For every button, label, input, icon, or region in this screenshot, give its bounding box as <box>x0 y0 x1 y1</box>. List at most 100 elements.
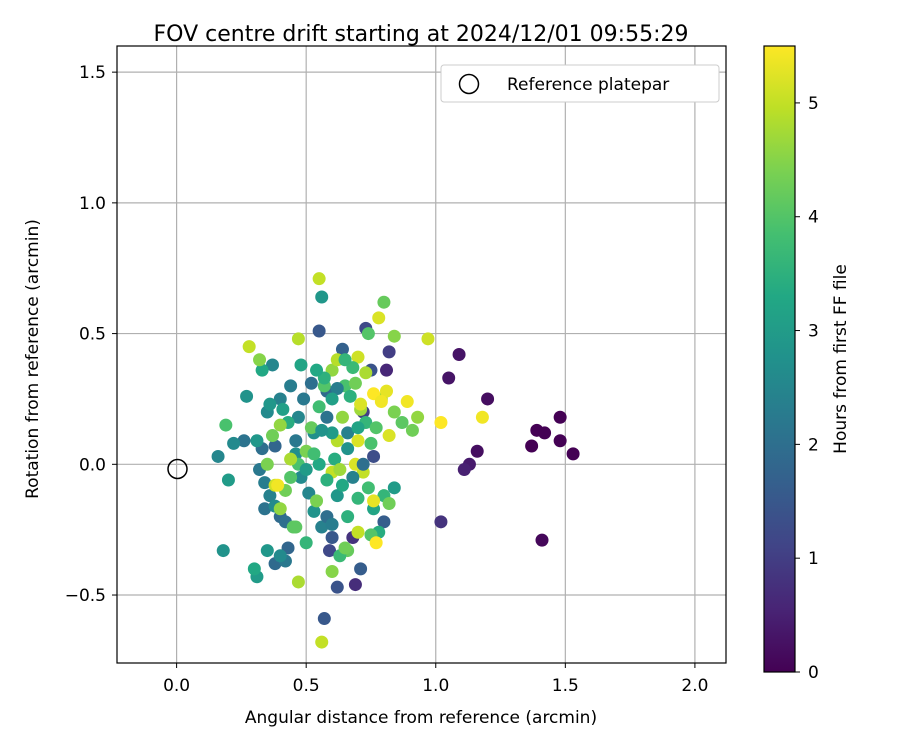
data-point <box>346 470 360 484</box>
chart-title: FOV centre drift starting at 2024/12/01 … <box>154 22 689 47</box>
data-point <box>310 363 324 377</box>
data-point <box>320 410 334 424</box>
data-point <box>341 426 355 440</box>
data-point <box>387 329 401 343</box>
colorbar: 0 1 2 3 4 5 Hours from first FF file <box>763 45 851 683</box>
data-point <box>315 423 329 437</box>
data-point <box>354 562 368 576</box>
data-point <box>361 327 375 341</box>
y-axis-label: Rotation from reference (arcmin) <box>23 219 43 499</box>
legend-label: Reference platepar <box>507 75 669 95</box>
data-point <box>307 504 321 518</box>
data-point <box>211 449 225 463</box>
data-point <box>291 410 305 424</box>
data-point <box>315 520 329 534</box>
data-point <box>299 536 313 550</box>
colorbar-tick-label: 4 <box>808 208 819 228</box>
data-point <box>553 410 567 424</box>
y-axis-ticks: −0.5 0.0 0.5 1.0 1.5 <box>65 63 117 606</box>
data-point <box>382 497 396 511</box>
data-point <box>351 525 365 539</box>
data-point <box>481 392 495 406</box>
x-tick-label: 1.5 <box>552 676 579 696</box>
data-point <box>323 544 337 558</box>
data-point <box>273 502 287 516</box>
data-point <box>421 332 435 346</box>
data-point <box>335 410 349 424</box>
x-axis-ticks: 0.0 0.5 1.0 1.5 2.0 <box>163 663 708 696</box>
data-point <box>369 536 383 550</box>
data-point <box>258 502 272 516</box>
data-point <box>351 350 365 364</box>
data-point <box>341 442 355 456</box>
data-point <box>315 635 329 649</box>
data-point <box>273 549 287 563</box>
data-points <box>211 272 580 649</box>
grid-lines <box>117 46 726 663</box>
data-point <box>400 395 414 409</box>
data-point <box>354 397 368 411</box>
data-point <box>325 426 339 440</box>
data-point <box>395 415 409 429</box>
data-point <box>325 392 339 406</box>
data-point <box>284 470 298 484</box>
data-point <box>351 421 365 435</box>
data-point <box>328 452 342 466</box>
data-point <box>411 410 425 424</box>
data-point <box>276 402 290 416</box>
data-point <box>284 379 298 393</box>
data-point <box>369 421 383 435</box>
data-point <box>330 580 344 594</box>
data-point <box>312 272 326 286</box>
data-point <box>250 434 264 448</box>
colorbar-frame <box>763 45 796 673</box>
y-tick-label: 0.5 <box>79 325 106 345</box>
data-point <box>291 332 305 346</box>
data-point <box>265 429 279 443</box>
y-tick-label: 1.5 <box>79 63 106 83</box>
data-point <box>359 366 373 380</box>
x-tick-label: 1.0 <box>422 676 449 696</box>
data-point <box>312 324 326 338</box>
data-point <box>315 290 329 304</box>
data-point <box>304 376 318 390</box>
data-point <box>242 340 256 354</box>
data-point <box>405 423 419 437</box>
data-point <box>312 457 326 471</box>
colorbar-ticks: 0 1 2 3 4 5 <box>795 94 819 683</box>
data-point <box>434 515 448 529</box>
colorbar-tick-label: 5 <box>808 94 819 114</box>
data-point <box>268 439 282 453</box>
data-point <box>333 463 347 477</box>
data-point <box>367 449 381 463</box>
data-point <box>330 381 344 395</box>
colorbar-tick-label: 1 <box>808 549 819 569</box>
data-point <box>291 575 305 589</box>
data-point <box>351 491 365 505</box>
data-point <box>216 544 230 558</box>
data-point <box>263 397 277 411</box>
data-point <box>525 439 539 453</box>
plot-frame <box>116 45 727 664</box>
data-point <box>538 426 552 440</box>
data-point <box>247 562 261 576</box>
data-point <box>237 434 251 448</box>
data-point <box>361 481 375 495</box>
data-point <box>297 392 311 406</box>
data-point <box>442 371 456 385</box>
data-point <box>284 452 298 466</box>
data-point <box>343 389 357 403</box>
data-point <box>338 353 352 367</box>
data-point <box>260 457 274 471</box>
data-point <box>271 478 285 492</box>
data-point <box>335 342 349 356</box>
data-point <box>377 515 391 529</box>
data-point <box>387 405 401 419</box>
data-point <box>434 415 448 429</box>
data-point <box>307 447 321 461</box>
data-point <box>304 421 318 435</box>
data-point <box>240 389 254 403</box>
data-point <box>221 473 235 487</box>
data-point <box>273 418 287 432</box>
